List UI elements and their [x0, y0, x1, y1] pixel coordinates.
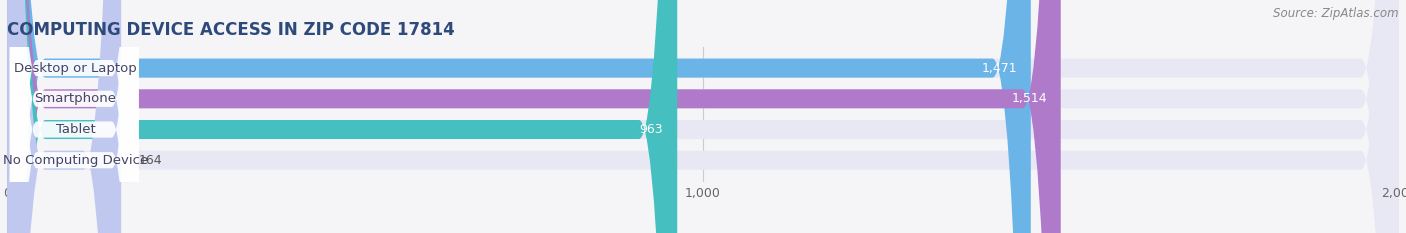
FancyBboxPatch shape — [7, 0, 1399, 233]
FancyBboxPatch shape — [7, 0, 1399, 233]
Text: Smartphone: Smartphone — [35, 92, 117, 105]
FancyBboxPatch shape — [7, 0, 1031, 233]
Text: 164: 164 — [139, 154, 162, 167]
FancyBboxPatch shape — [10, 0, 139, 233]
Text: Desktop or Laptop: Desktop or Laptop — [14, 62, 136, 75]
FancyBboxPatch shape — [10, 0, 139, 233]
FancyBboxPatch shape — [10, 0, 139, 233]
FancyBboxPatch shape — [10, 0, 139, 233]
FancyBboxPatch shape — [7, 0, 1060, 233]
Text: 1,471: 1,471 — [981, 62, 1017, 75]
Text: COMPUTING DEVICE ACCESS IN ZIP CODE 17814: COMPUTING DEVICE ACCESS IN ZIP CODE 1781… — [7, 21, 454, 39]
Text: 963: 963 — [640, 123, 664, 136]
FancyBboxPatch shape — [7, 0, 678, 233]
Text: Source: ZipAtlas.com: Source: ZipAtlas.com — [1274, 7, 1399, 20]
FancyBboxPatch shape — [7, 0, 1399, 233]
Text: Tablet: Tablet — [56, 123, 96, 136]
FancyBboxPatch shape — [7, 0, 121, 233]
Text: No Computing Device: No Computing Device — [3, 154, 148, 167]
Text: 1,514: 1,514 — [1011, 92, 1047, 105]
FancyBboxPatch shape — [7, 0, 1399, 233]
